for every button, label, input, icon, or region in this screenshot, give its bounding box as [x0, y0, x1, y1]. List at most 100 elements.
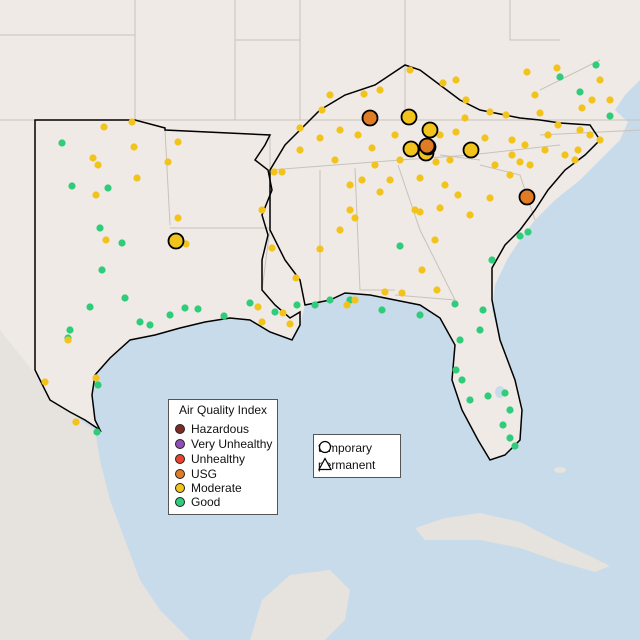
monitor-moderate	[486, 108, 494, 116]
monitor-moderate	[279, 309, 287, 317]
monitor-moderate	[466, 211, 474, 219]
monitor-good	[452, 366, 460, 374]
monitor-moderate	[133, 174, 141, 182]
monitor-usg-highlight	[361, 109, 379, 127]
monitor-good	[484, 392, 492, 400]
monitor-moderate	[64, 336, 72, 344]
monitor-good	[311, 301, 319, 309]
monitor-good	[93, 428, 101, 436]
monitor-good	[524, 228, 532, 236]
mexico-land	[0, 330, 190, 640]
monitor-moderate	[130, 143, 138, 151]
monitor-moderate-highlight	[167, 232, 185, 250]
monitor-good	[66, 326, 74, 334]
circle-icon	[318, 440, 332, 454]
monitor-moderate	[446, 156, 454, 164]
monitor-good	[499, 421, 507, 429]
monitor-moderate	[94, 161, 102, 169]
monitor-good	[68, 182, 76, 190]
monitor-moderate	[596, 136, 604, 144]
monitor-moderate	[436, 131, 444, 139]
monitor-moderate	[254, 303, 262, 311]
monitor-moderate	[571, 156, 579, 164]
monitor-moderate	[521, 141, 529, 149]
legend-label: Good	[191, 494, 221, 509]
legend-label: USG	[191, 466, 218, 481]
monitor-good	[576, 88, 584, 96]
monitor-moderate	[462, 96, 470, 104]
monitor-moderate	[406, 66, 414, 74]
monitor-moderate	[371, 161, 379, 169]
monitor-moderate-highlight	[402, 140, 420, 158]
aqi-legend-title: Air Quality Index	[179, 403, 268, 417]
monitor-good	[396, 242, 404, 250]
monitor-moderate	[351, 214, 359, 222]
monitor-good	[58, 139, 66, 147]
monitor-moderate	[72, 418, 80, 426]
monitor-moderate	[258, 318, 266, 326]
monitor-good	[456, 336, 464, 344]
usg-swatch	[175, 468, 185, 479]
monitor-moderate	[506, 171, 514, 179]
monitor-moderate	[128, 118, 136, 126]
monitor-moderate	[596, 76, 604, 84]
monitor-moderate	[461, 114, 469, 122]
monitor-moderate	[541, 146, 549, 154]
monitor-moderate	[586, 131, 594, 139]
monitor-moderate	[481, 134, 489, 142]
region-outline-east	[269, 64, 601, 461]
monitor-moderate	[544, 131, 552, 139]
permanent-label: permanent	[318, 458, 376, 472]
monitor-moderate	[561, 151, 569, 159]
monitor-moderate	[351, 296, 359, 304]
monitor-moderate	[331, 156, 339, 164]
monitor-moderate	[376, 188, 384, 196]
very-unhealthy-swatch	[175, 438, 185, 449]
monitor-moderate	[270, 168, 278, 176]
monitor-good	[506, 406, 514, 414]
cuba-land	[415, 513, 610, 572]
monitor-moderate	[574, 146, 582, 154]
legend-label: Hazardous	[191, 421, 250, 436]
monitor-good	[146, 321, 154, 329]
legend-item-temporary: temporary	[318, 440, 372, 456]
monitor-moderate	[523, 68, 531, 76]
monitor-moderate	[89, 154, 97, 162]
monitor-good	[166, 311, 174, 319]
monitor-moderate	[588, 96, 596, 104]
monitor-moderate	[554, 121, 562, 129]
bahamas-land	[554, 467, 566, 473]
monitor-moderate	[336, 126, 344, 134]
monitor-moderate	[360, 90, 368, 98]
monitor-good	[516, 232, 524, 240]
legend-item-usg: USG	[175, 466, 217, 481]
aqi-legend: Air Quality Index Hazardous Very Unhealt…	[168, 399, 278, 515]
monitor-good	[220, 312, 228, 320]
monitor-moderate	[531, 91, 539, 99]
monitor-moderate	[336, 226, 344, 234]
monitor-moderate	[439, 79, 447, 87]
moderate-swatch	[175, 482, 185, 493]
monitor-moderate	[576, 126, 584, 134]
monitor-moderate	[92, 191, 100, 199]
monitor-good	[556, 73, 564, 81]
monitor-good	[194, 305, 202, 313]
monitor-moderate	[358, 176, 366, 184]
monitor-good	[293, 301, 301, 309]
monitor-good	[479, 306, 487, 314]
monitor-moderate	[41, 378, 49, 386]
monitor-moderate	[452, 76, 460, 84]
legend-item-good: Good	[175, 494, 220, 509]
monitor-moderate	[396, 156, 404, 164]
monitor-moderate	[354, 131, 362, 139]
monitor-moderate	[376, 86, 384, 94]
monitor-moderate	[502, 111, 510, 119]
monitor-good	[511, 442, 519, 450]
monitor-good	[86, 303, 94, 311]
monitor-moderate-highlight	[462, 141, 480, 159]
monitor-moderate	[441, 181, 449, 189]
monitor-good	[271, 308, 279, 316]
monitor-good	[378, 306, 386, 314]
